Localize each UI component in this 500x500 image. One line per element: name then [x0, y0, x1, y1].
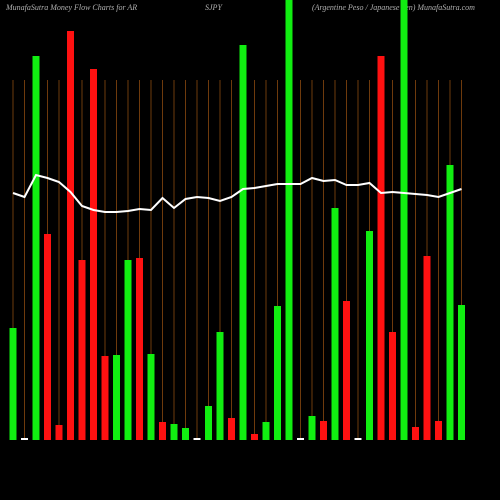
bar [354, 438, 362, 440]
bar [366, 231, 373, 440]
bar [435, 421, 442, 440]
bar [159, 422, 166, 440]
chart-title: (Argentine Peso / Japanese Yen) MunafaSu… [312, 3, 475, 12]
bar [320, 421, 327, 440]
bar [44, 234, 51, 440]
chart-title: SJPY [205, 3, 223, 12]
bar [251, 434, 258, 440]
bar [285, 0, 293, 440]
bar [274, 306, 281, 440]
bar [412, 427, 419, 440]
bar [423, 256, 431, 440]
bar [216, 332, 224, 440]
bar [193, 438, 201, 440]
bar [458, 305, 465, 440]
bar [331, 208, 339, 440]
bar [228, 418, 235, 440]
bar [239, 45, 247, 440]
bar [377, 56, 385, 440]
bar [9, 328, 17, 440]
bar [182, 428, 189, 440]
bar [113, 355, 120, 440]
bar [262, 422, 270, 440]
bar [32, 56, 40, 440]
chart-title: MunafaSutra Money Flow Charts for AR [5, 3, 137, 12]
bar [136, 258, 143, 440]
bar [343, 301, 350, 440]
bar [124, 260, 132, 440]
bar [308, 416, 316, 440]
bar [170, 424, 178, 440]
bar [205, 406, 212, 440]
bar [147, 354, 155, 440]
bar [400, 0, 408, 440]
bar [67, 31, 74, 440]
bar [78, 260, 86, 440]
bar [90, 69, 97, 440]
bar [446, 165, 454, 440]
bar [297, 438, 304, 440]
bar [101, 356, 109, 440]
bar [21, 438, 28, 440]
money-flow-line [12, 173, 462, 213]
bar [389, 332, 396, 440]
bar [55, 425, 63, 440]
